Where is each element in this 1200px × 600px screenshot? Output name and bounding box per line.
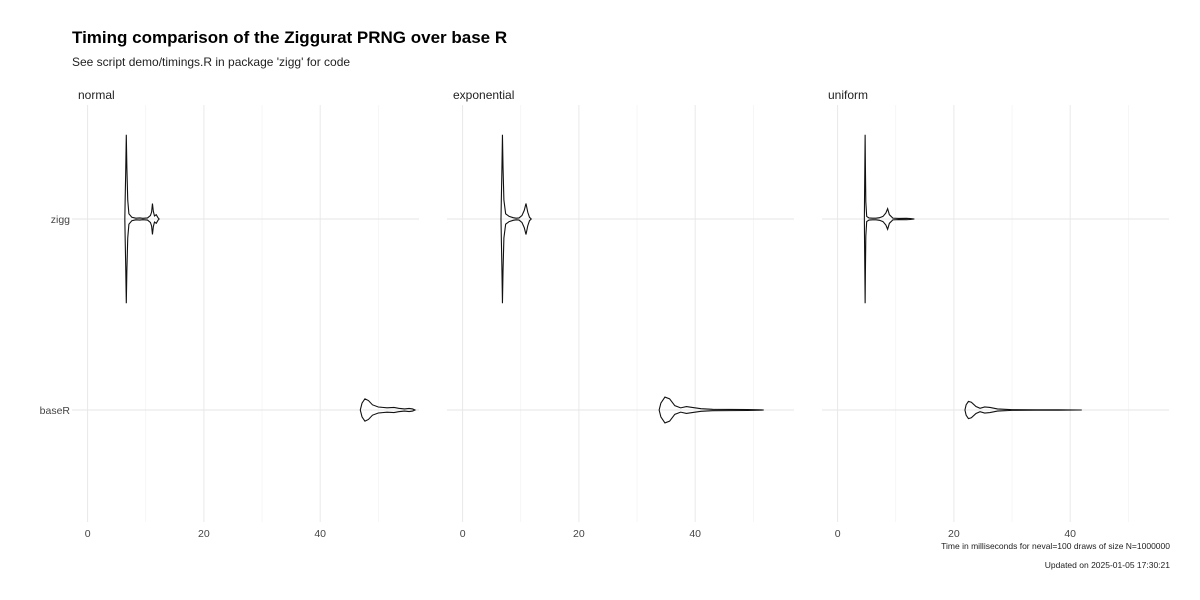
y-tick-label-baseR: baseR <box>40 405 71 417</box>
caption-line-1: Time in milliseconds for neval=100 draws… <box>941 541 1170 551</box>
y-tick-label-zigg: zigg <box>51 214 70 226</box>
panel-exponential: exponential 0 20 40 <box>447 88 794 540</box>
panel-uniform: uniform 0 20 40 <box>822 88 1169 540</box>
x-tick-label: 40 <box>689 528 701 540</box>
facet-panels: normal 0 20 40 exponential 0 20 40 uniform 0 20 40 <box>72 88 1169 540</box>
facet-label: exponential <box>453 88 514 102</box>
chart-title: Timing comparison of the Ziggurat PRNG o… <box>72 28 507 47</box>
facet-label: uniform <box>828 88 868 102</box>
facet-label: normal <box>78 88 115 102</box>
chart-subtitle: See script demo/timings.R in package 'zi… <box>72 55 350 69</box>
x-tick-label: 40 <box>314 528 326 540</box>
x-tick-label: 20 <box>948 528 960 540</box>
y-axis-labels: zigg baseR <box>40 214 71 417</box>
violin-exponential-zigg <box>500 134 533 304</box>
x-tick-label: 20 <box>198 528 210 540</box>
violin-exponential-baseR <box>658 396 764 424</box>
violin-uniform-baseR <box>964 400 1082 420</box>
violin-normal-zigg <box>124 134 160 304</box>
violin-uniform-zigg <box>863 134 915 304</box>
x-tick-label: 0 <box>85 528 91 540</box>
panel-normal: normal 0 20 40 <box>72 88 419 540</box>
caption-line-2: Updated on 2025-01-05 17:30:21 <box>1045 560 1171 570</box>
x-tick-label: 0 <box>835 528 841 540</box>
x-tick-label: 40 <box>1064 528 1076 540</box>
x-tick-label: 0 <box>460 528 466 540</box>
violin-normal-baseR <box>359 398 417 422</box>
x-tick-label: 20 <box>573 528 585 540</box>
